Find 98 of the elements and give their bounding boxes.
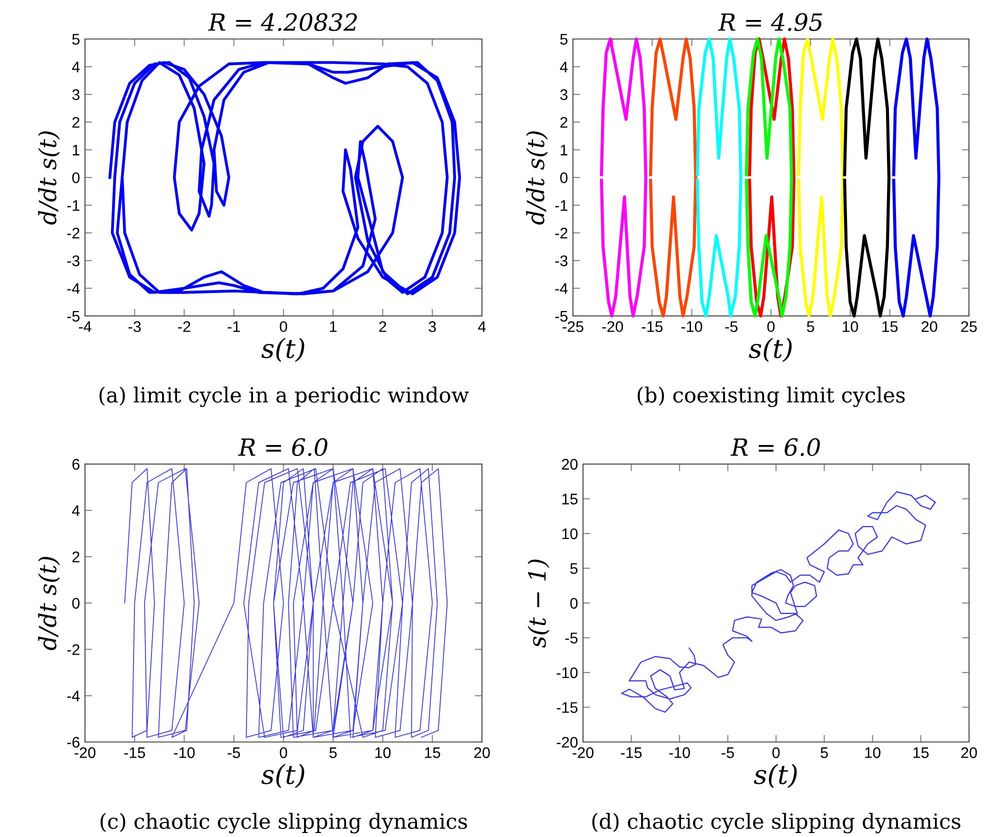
y-tick-label: 5 [560,34,568,45]
line-series [892,37,940,318]
y-tick-label: 2 [72,116,80,128]
x-tick-label: 3 [428,321,436,332]
x-tick-label: 20 [961,747,977,758]
y-tick-label: -5 [67,310,80,322]
y-tick-label: 4 [560,62,568,72]
line-series [843,37,890,318]
y-tick-label: 5 [570,563,578,574]
line-series [124,468,448,738]
y-tick-label: -2 [555,228,568,238]
x-tick-label: -15 [642,321,663,332]
y-tick-label: -2 [67,228,80,238]
chart-title: R = 6.0 [730,438,820,456]
x-axis-title: s(t) [748,338,792,362]
y-tick-label: 2 [72,552,80,562]
x-tick-label: 5 [329,747,337,758]
line-series [696,37,742,318]
x-tick-label: -2 [178,321,190,332]
y-tick-label: 4 [72,505,80,516]
y-axis-title: d/dt s(t) [38,131,60,225]
y-tick-label: 0 [72,598,80,609]
x-tick-label: 15 [425,747,440,758]
x-tick-label: -5 [228,747,240,758]
x-tick-label: -15 [124,747,146,758]
y-tick-label: 15 [562,494,578,504]
y-tick-label: -4 [67,690,80,702]
x-tick-label: -10 [681,321,702,332]
x-tick-label: 20 [474,747,490,758]
x-tick-label: 10 [375,747,391,758]
x-tick-label: 15 [913,747,929,758]
y-tick-label: 5 [72,34,80,45]
y-tick-label: 0 [560,172,568,184]
x-tick-label: 5 [806,321,814,332]
y-tick-label: -20 [556,736,578,748]
y-tick-label: -10 [556,667,578,678]
line-series [621,491,936,713]
x-tick-label: -15 [620,747,642,758]
y-tick-label: 4 [72,62,80,72]
y-tick-label: -4 [555,283,568,294]
x-axis-title: s(t) [754,764,797,788]
x-tick-label: -25 [562,321,584,332]
x-tick-label: 10 [842,321,858,332]
text: (a) limit cycle in a periodic window [100,386,469,408]
x-tick-label: -3 [128,321,141,332]
line-series [797,37,845,318]
y-tick-label: -5 [565,632,578,644]
y-axis-title: d/dt s(t) [526,131,548,225]
y-axis-title: d/dt s(t) [38,556,60,650]
line-series [108,61,462,296]
x-tick-label: -5 [725,321,738,332]
x-tick-label: -20 [602,321,624,332]
x-tick-label: 15 [882,321,898,332]
y-tick-label: 3 [560,89,568,100]
y-tick-label: -6 [67,736,80,748]
y-tick-label: -3 [555,255,568,266]
chart-title: R = 4.20832 [208,13,357,32]
line-series [600,37,648,318]
x-tick-label: 0 [280,747,288,758]
chart-title: R = 4.95 [718,13,822,32]
x-tick-label: 0 [767,321,775,332]
text: (c) chaotic cycle slipping dynamics [100,812,467,834]
x-tick-label: 5 [820,747,828,758]
x-tick-label: 20 [922,321,938,332]
x-tick-label: 25 [961,321,977,332]
x-tick-label: 4 [478,321,486,332]
y-tick-label: -1 [555,200,568,211]
y-tick-label: 0 [570,598,578,609]
y-axis-title: s(t − 1) [528,560,550,648]
y-tick-label: 2 [560,116,568,128]
y-tick-label: -15 [556,702,578,713]
y-tick-label: -1 [67,200,80,211]
x-tick-label: 0 [772,747,780,758]
y-tick-label: 0 [72,172,80,184]
line-series [649,37,698,318]
x-tick-label: 0 [280,321,288,332]
y-tick-label: 3 [72,89,80,100]
y-tick-label: -3 [67,255,80,266]
x-axis-title: s(t) [261,764,304,788]
x-tick-label: -10 [174,747,195,758]
text: (b) coexisting limit cycles [638,386,905,408]
y-tick-label: 6 [72,458,80,470]
y-tick-label: -4 [67,283,80,294]
y-tick-label: 10 [562,528,578,540]
x-tick-label: -10 [669,747,690,758]
chart-title: R = 6.0 [238,438,328,456]
x-tick-label: 2 [379,321,386,332]
text: (d) chaotic cycle slipping dynamics [592,812,960,834]
x-tick-label: -5 [722,747,734,758]
y-tick-label: -2 [67,644,80,655]
y-tick-label: -5 [555,310,568,322]
x-tick-label: 1 [330,321,337,332]
x-tick-label: -1 [228,321,240,332]
y-tick-label: 1 [72,144,80,156]
x-axis-title: s(t) [261,338,304,362]
y-tick-label: 1 [560,144,568,156]
x-tick-label: 10 [865,747,880,758]
y-tick-label: 20 [562,458,578,470]
